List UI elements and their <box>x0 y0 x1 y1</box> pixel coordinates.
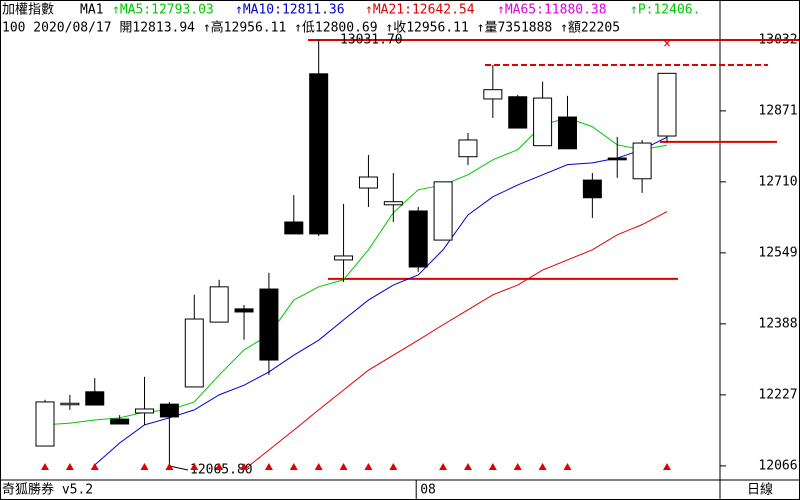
legend-entry: ↑MA10:12811.36 <box>235 3 345 18</box>
signal-marker <box>513 463 522 470</box>
signal-marker <box>165 463 174 470</box>
candle-body <box>309 73 329 235</box>
signal-marker <box>140 463 149 470</box>
candle-body <box>135 408 155 414</box>
signal-marker <box>538 463 547 470</box>
signal-marker <box>314 463 323 470</box>
candle-body <box>383 201 403 206</box>
candle-body <box>508 96 528 129</box>
candle-body <box>284 221 304 235</box>
signal-marker <box>364 463 373 470</box>
signal-marker <box>41 463 49 470</box>
signal-marker <box>563 463 572 470</box>
info-line: 100 2020/08/17 開12813.94 ↑高12956.11 ↑低12… <box>2 20 620 36</box>
candle-body <box>110 418 130 425</box>
signal-marker <box>65 463 74 470</box>
candle-body <box>458 139 478 158</box>
candle-body <box>159 403 179 418</box>
signal-marker <box>463 463 472 470</box>
signal-marker <box>339 463 348 470</box>
candle-body <box>632 142 652 180</box>
ma-line <box>94 136 668 466</box>
signal-marker <box>264 463 273 470</box>
header: 加權指數 MA1 ↑MA5:12793.03 ↑MA10:12811.36 ↑MA2… <box>2 3 700 18</box>
candle-body <box>607 157 627 161</box>
header-item: ↑P:12406. <box>630 3 700 18</box>
candle-body <box>234 308 254 313</box>
candle-body <box>334 255 354 261</box>
ma-line <box>243 211 668 471</box>
header-item: ↑MA65:11880.38 <box>497 3 607 18</box>
cross-marker: × <box>663 37 671 52</box>
y-tick-label: 12549 <box>758 245 797 260</box>
x-tick-label: 08 <box>420 483 436 498</box>
y-tick-label: 12871 <box>758 103 797 118</box>
candle-body <box>557 116 577 150</box>
candle-body <box>85 391 105 406</box>
legend-entry: ↑MA5:12793.03 <box>112 3 214 18</box>
chart-title: 加權指數 <box>2 3 54 18</box>
info-text: 100 2020/08/17 開12813.94 ↑高12956.11 ↑低12… <box>2 20 620 36</box>
annotation-leader <box>169 465 189 471</box>
signal-marker <box>190 463 199 470</box>
footer-left: 奇狐勝券 v5.2 <box>2 482 93 498</box>
signal-marker <box>663 463 671 470</box>
indicator: MA1 <box>80 3 103 18</box>
y-tick-label: 12710 <box>758 174 797 189</box>
signal-marker <box>90 463 99 470</box>
candle-body <box>657 72 677 137</box>
candle-body <box>483 89 503 100</box>
y-tick-label: 12066 <box>758 458 797 473</box>
legend-entry: ↑MA21:12642.54 <box>365 3 475 18</box>
signal-marker <box>439 463 448 470</box>
signal-marker <box>488 463 497 470</box>
y-tick-label: 12388 <box>758 316 797 331</box>
candle-body <box>184 318 204 388</box>
annotation: 13031.70 <box>340 33 403 48</box>
candle-body <box>209 286 229 323</box>
candle-body <box>358 176 378 189</box>
candle-body <box>533 97 553 147</box>
candle-body <box>408 210 428 268</box>
signal-marker <box>389 463 398 470</box>
candle-body <box>60 402 80 406</box>
signal-marker <box>289 463 298 470</box>
candle-body <box>433 181 453 241</box>
candle-body <box>259 288 279 361</box>
candle-body <box>582 179 602 199</box>
candle-body <box>35 401 55 447</box>
signal-marker <box>215 463 224 470</box>
signal-marker <box>240 463 249 470</box>
y-tick-label: 12227 <box>758 387 797 402</box>
footer-right: 日線 <box>747 482 773 498</box>
